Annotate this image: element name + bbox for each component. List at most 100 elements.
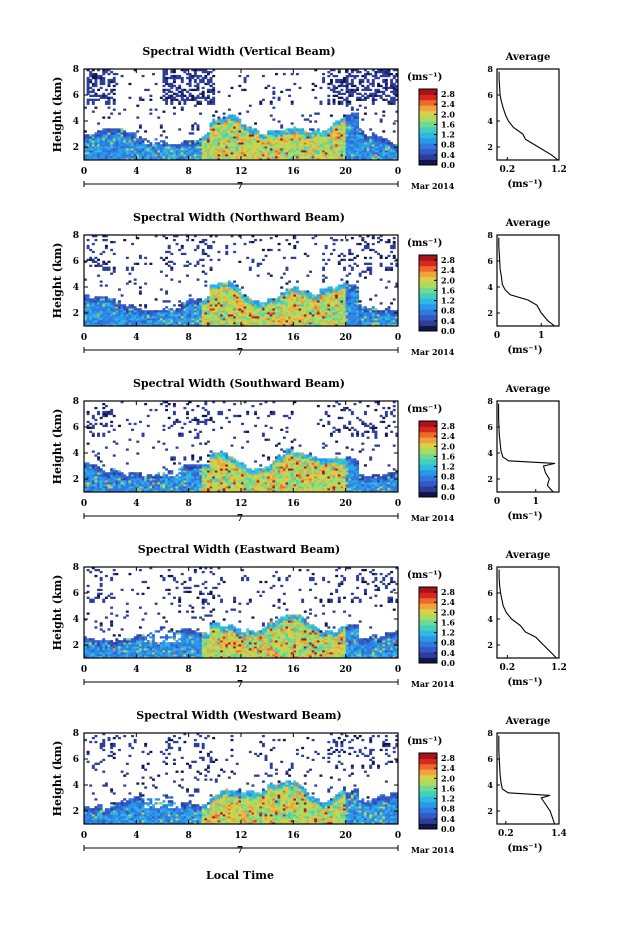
heatmap-cell (282, 296, 286, 299)
heatmap-cell (290, 290, 294, 293)
heatmap-cell (125, 324, 129, 327)
heatmap-cell (86, 82, 90, 86)
heatmap-cell (193, 80, 197, 84)
heatmap-cell (91, 258, 95, 262)
heatmap-cell (382, 74, 386, 78)
heatmap-cell (97, 490, 100, 493)
heatmap-cell (233, 280, 237, 283)
heatmap-cell (125, 462, 129, 465)
heatmap-cell (125, 140, 129, 143)
heatmap-cell (201, 80, 205, 84)
heatmap-cell (343, 310, 346, 313)
heatmap-cell (358, 152, 362, 155)
heatmap-cell (162, 76, 166, 80)
heatmap-cell (395, 258, 399, 262)
heatmap-cell (196, 102, 200, 105)
heatmap-cell (363, 138, 367, 141)
colorbar-swatch (419, 255, 437, 261)
heatmap-cell (193, 69, 197, 72)
heatmap-cell (136, 146, 140, 149)
heatmap-cell (298, 134, 302, 137)
heatmap-cell (209, 284, 213, 287)
heatmap-cell (350, 290, 354, 293)
y-tick-label: 4 (73, 283, 79, 293)
heatmap-cell (332, 152, 336, 155)
heatmap-cell (390, 324, 394, 327)
heatmap-cell (167, 88, 171, 92)
heatmap-cell (144, 304, 148, 307)
heatmap-cell (377, 70, 380, 74)
colorbar-tick-label: 2.0 (441, 109, 455, 119)
heatmap-cell (110, 146, 114, 149)
heatmap-cell (91, 76, 95, 80)
heatmap-cell (301, 150, 305, 153)
heatmap-cell (356, 322, 360, 325)
heatmap-cell (277, 130, 281, 133)
heatmap-cell (220, 126, 223, 129)
heatmap-cell (337, 286, 341, 289)
heatmap-cell (199, 69, 203, 72)
heatmap-cell (97, 456, 100, 459)
heatmap-cell (264, 154, 268, 157)
heatmap-cell (371, 158, 375, 161)
heatmap-cell (356, 128, 360, 131)
heatmap-cell (290, 292, 294, 295)
heatmap-cell (206, 96, 210, 99)
heatmap-cell (99, 136, 103, 139)
heatmap-cell (290, 102, 294, 105)
heatmap-cell (233, 138, 237, 141)
heatmap-cell (206, 298, 210, 301)
heatmap-cell (188, 156, 192, 159)
heatmap-cell (214, 146, 218, 149)
heatmap-cell (204, 154, 208, 157)
heatmap-cell (290, 314, 294, 317)
heatmap-cell (303, 152, 307, 155)
heatmap-cell (162, 110, 166, 113)
heatmap-cell (358, 306, 362, 309)
heatmap-cell (309, 148, 312, 151)
heatmap-cell (222, 156, 226, 159)
x-tick-label: 20 (339, 333, 352, 343)
heatmap-cell (154, 158, 158, 161)
heatmap-cell (193, 158, 197, 161)
heatmap-cell (379, 256, 383, 260)
heatmap-cell (340, 118, 344, 121)
heatmap-cell (206, 314, 210, 317)
heatmap-cell (238, 302, 242, 305)
heatmap-cell (322, 80, 326, 84)
heatmap-cell (86, 486, 90, 489)
heatmap-cell (186, 156, 189, 159)
heatmap-cell (99, 130, 103, 133)
heatmap-cell (259, 324, 263, 327)
heatmap-cell (369, 158, 373, 161)
heatmap-cell (298, 318, 302, 321)
heatmap-cell (335, 140, 339, 143)
heatmap-cell (311, 308, 315, 311)
heatmap-cell (298, 302, 302, 305)
heatmap-cell (89, 466, 93, 469)
heatmap-cell (227, 298, 231, 301)
heatmap-cell (84, 474, 87, 477)
heatmap-cell (366, 70, 370, 74)
heatmap-cell (311, 140, 315, 143)
heatmap-cell (204, 314, 208, 317)
heatmap-cell (107, 312, 111, 315)
heatmap-cell (175, 148, 179, 151)
heatmap-cell (241, 286, 244, 289)
heatmap-cell (110, 318, 114, 321)
heatmap-cell (212, 102, 216, 105)
heatmap-cell (115, 132, 119, 135)
heatmap-cell (125, 310, 129, 313)
heatmap-cell (288, 132, 292, 135)
heatmap-cell (170, 324, 174, 327)
heatmap-cell (146, 314, 150, 317)
heatmap-cell (392, 96, 396, 99)
heatmap-cell (395, 320, 399, 323)
colorbar-swatch (419, 127, 437, 133)
heatmap-cell (199, 314, 203, 317)
heatmap-cell (356, 318, 360, 321)
heatmap-cell (371, 98, 375, 101)
heatmap-cell (369, 272, 373, 275)
heatmap-cell (295, 308, 299, 311)
heatmap-cell (306, 290, 310, 293)
